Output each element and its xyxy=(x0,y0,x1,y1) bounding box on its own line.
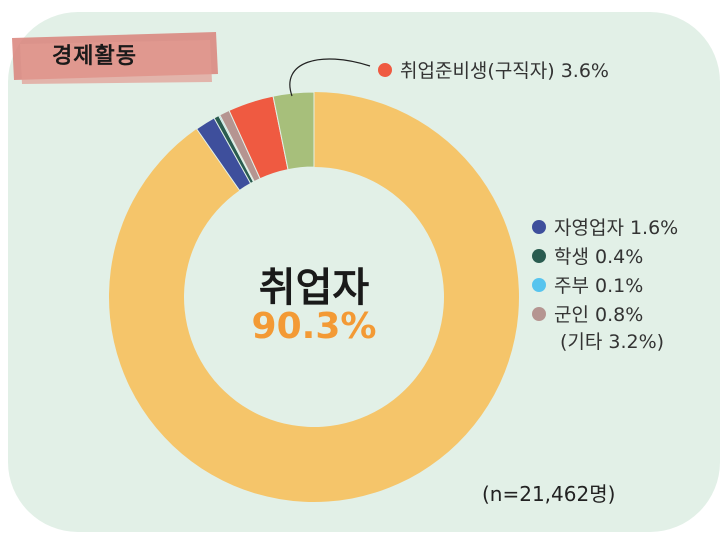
legend-item-self-employed: 자영업자 1.6% xyxy=(532,212,678,241)
donut-slice-0 xyxy=(109,92,520,502)
sample-size: (n=21,462명) xyxy=(482,482,616,506)
legend-dot xyxy=(532,277,546,292)
legend-dot xyxy=(532,306,546,321)
legend-dot xyxy=(532,248,546,263)
legend-other-note: (기타 3.2%) xyxy=(560,331,665,353)
legend: 자영업자 1.6% 학생 0.4% 주부 0.1% 군인 0.8% (기타 3.… xyxy=(532,212,678,357)
legend-dot xyxy=(378,62,392,77)
legend-item-military: 군인 0.8% xyxy=(532,299,678,328)
legend-item-job-seeker: 취업준비생(구직자) 3.6% xyxy=(378,56,609,83)
legend-dot xyxy=(532,219,546,234)
donut-slice-6 xyxy=(272,91,315,171)
section-tag-background xyxy=(12,32,218,84)
legend-item-homemaker: 주부 0.1% xyxy=(532,270,678,299)
center-title: 취업자 xyxy=(258,265,370,311)
legend-item-student: 학생 0.4% xyxy=(532,241,678,270)
center-value: 90.3% xyxy=(251,306,377,347)
legend-label: 학생 0.4% xyxy=(554,246,644,268)
leader-line xyxy=(289,58,371,97)
legend-label: 주부 0.1% xyxy=(554,275,644,297)
legend-label: 자영업자 1.6% xyxy=(554,217,679,239)
legend-label: 취업준비생(구직자) 3.6% xyxy=(400,60,609,82)
section-tag: 경제활동 xyxy=(52,44,137,69)
legend-label: 군인 0.8% xyxy=(554,304,644,326)
